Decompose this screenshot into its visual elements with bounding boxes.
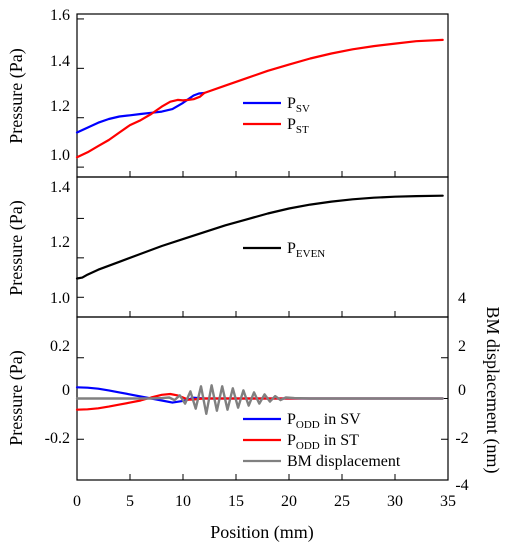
- tick-label: 25: [334, 493, 350, 510]
- bottom-legend: PODD in SV PODD in ST BM displacement: [243, 411, 401, 470]
- tick-label: 1.0: [50, 147, 70, 164]
- series-line-top-p-st: [75, 38, 444, 159]
- tick-label: 35: [440, 493, 456, 510]
- series-lines: [75, 38, 444, 415]
- tick-label: 30: [387, 493, 403, 510]
- bottom-y-axis-title: Pressure (Pa): [6, 350, 27, 445]
- top-panel-frame: [76, 13, 449, 178]
- tick-label: 1.4: [50, 179, 70, 196]
- x-axis-title: Position (mm): [210, 522, 314, 543]
- tick-label: -2: [455, 430, 468, 447]
- legend-label-pst: PST: [287, 116, 309, 136]
- tick-label: 4: [458, 290, 466, 307]
- tick-label: -0.2: [45, 430, 70, 447]
- tick-label: 0: [73, 493, 81, 510]
- legend-label-psv: PSV: [287, 95, 310, 115]
- tick-label: 2: [458, 338, 466, 355]
- middle-legend: PEVEN: [243, 240, 325, 260]
- tick-label: 0.2: [50, 338, 70, 355]
- right-y-axis-title: BM displacement (nm): [482, 307, 503, 474]
- legend-label-podd-sv: PODD in SV: [287, 411, 361, 431]
- bottom-y-tick-labels: 0.2 0 -0.2: [45, 338, 70, 447]
- tick-label: 1.0: [50, 290, 70, 307]
- top-y-tick-labels: 1.6 1.4 1.2 1.0: [50, 7, 70, 164]
- middle-y-tick-labels: 1.4 1.2 1.0: [50, 179, 70, 307]
- tick-label: -4: [455, 477, 468, 494]
- axis-ticks: [76, 18, 449, 481]
- tick-label: 1.6: [50, 7, 70, 24]
- x-tick-labels: 0 5 10 15 20 25 30 35: [73, 493, 456, 510]
- tick-label: 0: [458, 382, 466, 399]
- tick-label: 1.4: [50, 53, 70, 70]
- series-line-top-p-sv: [75, 91, 206, 134]
- tick-label: 20: [281, 493, 297, 510]
- tick-label: 15: [228, 493, 244, 510]
- tick-label: 1.2: [50, 234, 70, 251]
- tick-label: 1.2: [50, 98, 70, 115]
- top-y-axis-title: Pressure (Pa): [6, 48, 27, 143]
- middle-y-axis-title: Pressure (Pa): [6, 200, 27, 295]
- legend-label-bm: BM displacement: [287, 453, 401, 470]
- bottom-y2-tick-labels: 4 2 0 -2 -4: [455, 290, 468, 494]
- legend-label-podd-st: PODD in ST: [287, 432, 359, 452]
- tick-label: 5: [126, 493, 134, 510]
- tick-label: 0: [62, 382, 70, 399]
- legend-label-peven: PEVEN: [287, 240, 325, 260]
- series-line-bottom-bm-displacement: [75, 384, 444, 415]
- top-legend: PSV PST: [243, 95, 310, 136]
- tick-label: 10: [175, 493, 191, 510]
- series-line-middle-p-even: [75, 194, 444, 280]
